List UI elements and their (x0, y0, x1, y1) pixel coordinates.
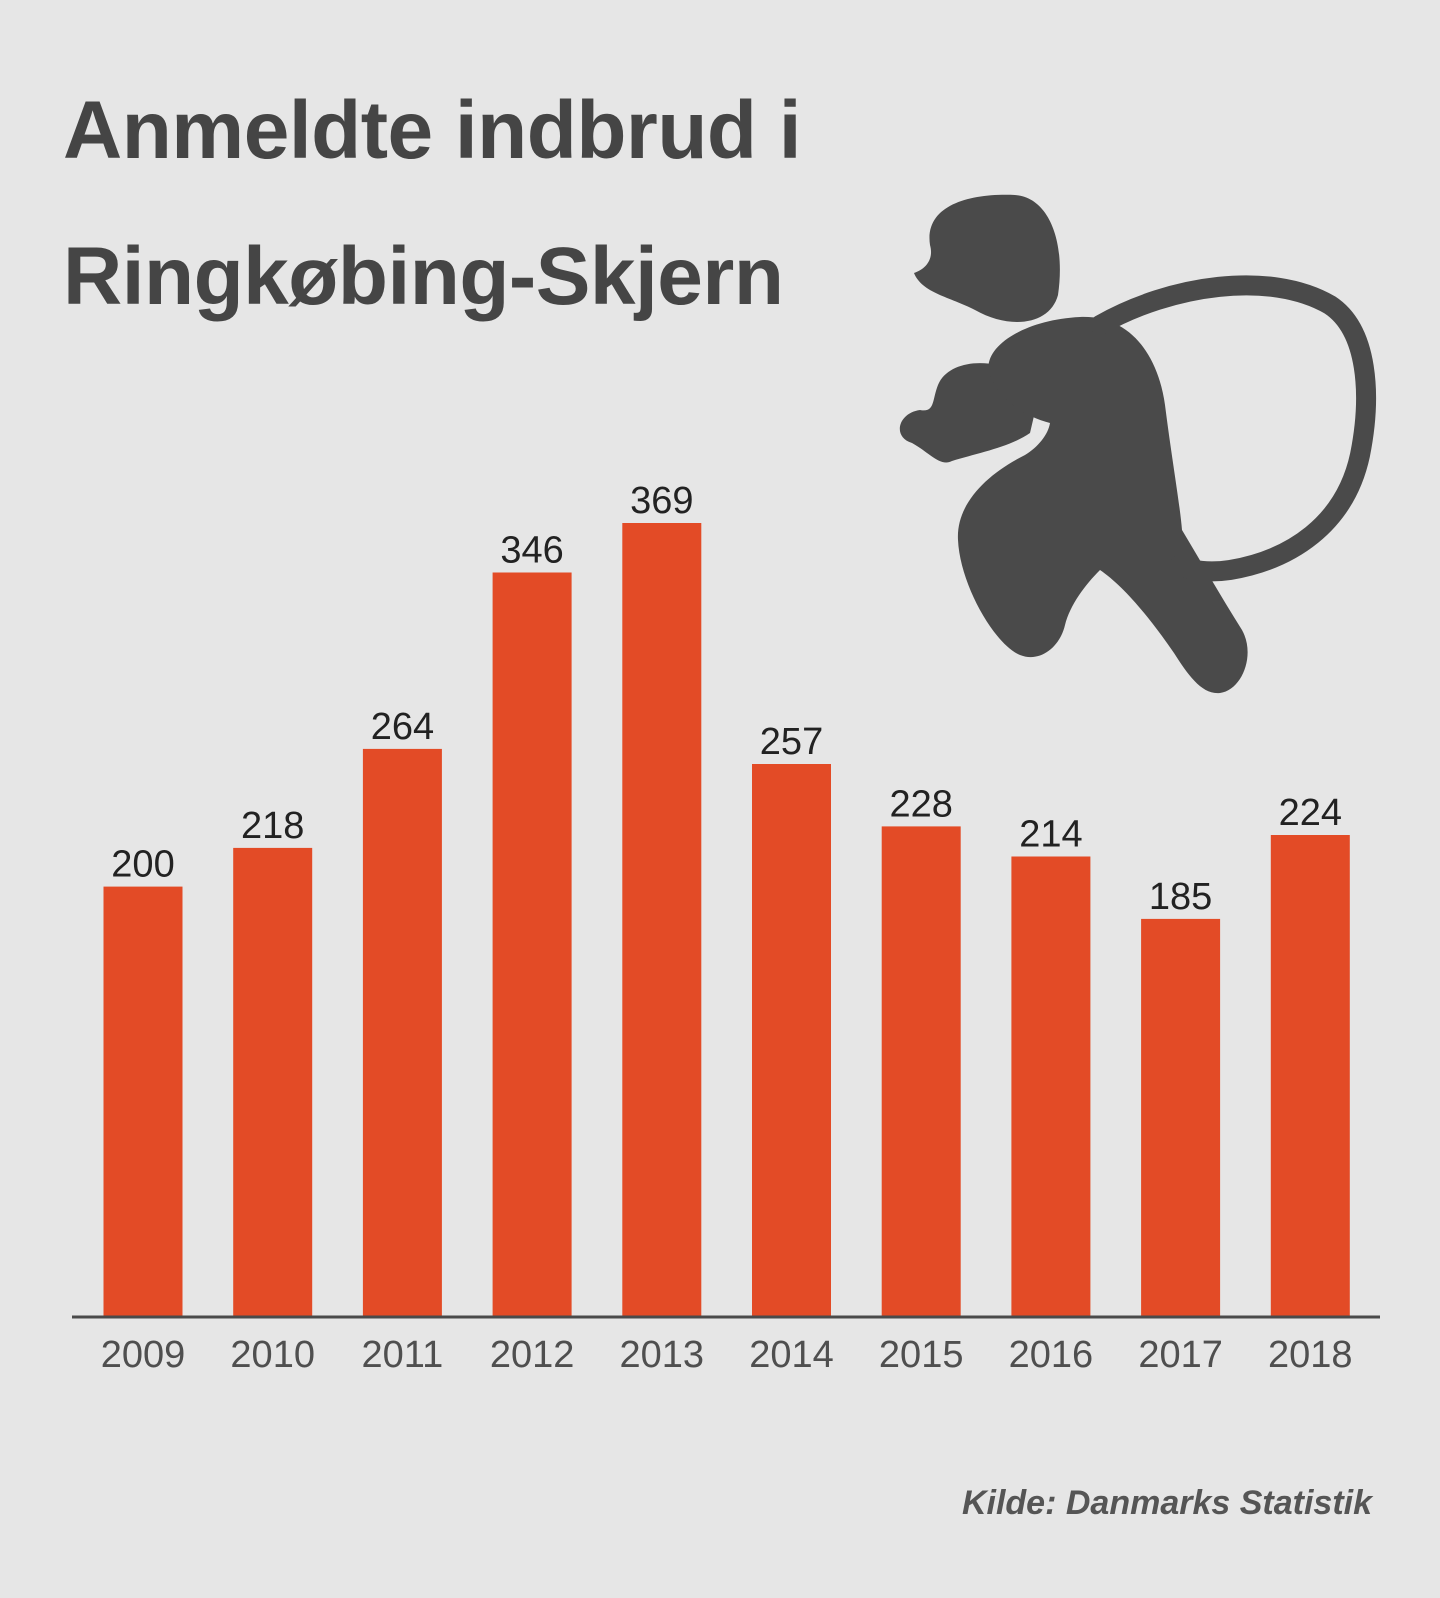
x-tick-label-2009: 2009 (101, 1334, 186, 1376)
x-tick-labels-group: 2009 2010 2011 2012 2013 2014 2015 2016 2017 2018 (101, 1334, 1353, 1376)
data-label-2012: 346 (500, 530, 563, 572)
bar-2012 (492, 572, 572, 1317)
title-line-1: Anmeldte indbrud i (63, 85, 802, 176)
bar-2011 (362, 748, 442, 1317)
x-tick-label-2018: 2018 (1268, 1334, 1353, 1376)
bar-2009 (103, 886, 183, 1317)
burglar-with-sack-icon (899, 194, 1376, 694)
data-label-2015: 228 (889, 783, 952, 825)
bar-2014 (752, 764, 831, 1317)
bar-2018 (1270, 835, 1350, 1317)
bar-2013 (622, 523, 702, 1317)
x-tick-label-2016: 2016 (1009, 1334, 1094, 1376)
bars-group (103, 523, 1350, 1317)
x-tick-label-2014: 2014 (749, 1334, 834, 1376)
x-tick-label-2017: 2017 (1138, 1334, 1223, 1376)
x-tick-label-2010: 2010 (230, 1334, 315, 1376)
data-label-2017: 185 (1149, 876, 1212, 918)
x-tick-label-2013: 2013 (620, 1334, 705, 1376)
bar-2015 (881, 826, 961, 1317)
bar-2010 (233, 847, 313, 1317)
source-note: Kilde: Danmarks Statistik (961, 1484, 1372, 1522)
data-label-2011: 264 (371, 706, 434, 748)
data-label-2018: 224 (1279, 792, 1342, 834)
x-tick-label-2015: 2015 (879, 1334, 964, 1376)
title-line-2: Ringkøbing-Skjern (63, 231, 784, 322)
data-label-2009: 200 (111, 844, 174, 886)
data-label-2016: 214 (1019, 814, 1082, 856)
x-tick-label-2011: 2011 (362, 1334, 444, 1376)
data-label-2013: 369 (630, 480, 693, 522)
data-label-2014: 257 (760, 721, 823, 763)
bar-2016 (1011, 856, 1091, 1317)
data-label-2010: 218 (241, 805, 304, 847)
data-labels-group: 200 218 264 346 369 257 228 214 185 224 (111, 480, 1342, 918)
x-tick-label-2012: 2012 (490, 1334, 575, 1376)
chart-title: Anmeldte indbrud i Ringkøbing-Skjern (63, 58, 963, 350)
bar-2017 (1141, 918, 1221, 1317)
